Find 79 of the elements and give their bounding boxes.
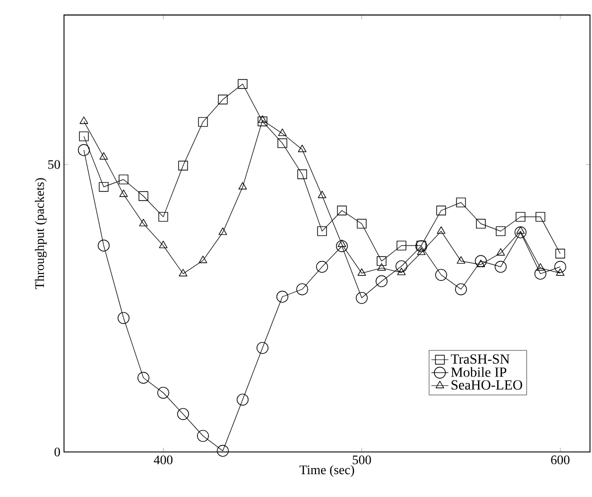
point: [555, 248, 566, 258]
point: [536, 263, 545, 271]
point: [337, 206, 347, 216]
point: [358, 268, 366, 276]
legend-label: Mobile IP: [451, 367, 506, 377]
x-tick-label: 600: [551, 456, 570, 464]
point: [198, 256, 208, 264]
point: [496, 226, 506, 236]
point: [137, 372, 150, 384]
point: [376, 275, 388, 288]
point: [534, 268, 546, 280]
point: [256, 342, 268, 354]
point: [496, 248, 505, 256]
point: [178, 268, 188, 276]
point: [157, 386, 170, 399]
point: [396, 260, 408, 272]
point: [436, 226, 446, 234]
point: [258, 116, 268, 126]
point: [119, 190, 128, 197]
point: [118, 312, 130, 324]
point: [456, 198, 466, 208]
point: [139, 218, 148, 226]
y-tick-label: 50: [48, 160, 60, 169]
point: [514, 226, 526, 238]
point: [396, 240, 406, 250]
point: [318, 190, 326, 198]
point: [198, 117, 208, 127]
point: [297, 169, 308, 180]
point: [218, 94, 228, 104]
point: [238, 182, 247, 190]
point: [218, 228, 228, 235]
point: [356, 218, 367, 229]
point: [159, 240, 168, 248]
point: [278, 138, 288, 148]
point: [80, 116, 88, 124]
point: [216, 444, 229, 457]
point: [98, 182, 109, 192]
point: [417, 248, 426, 256]
y-axis-title: Throughput (packets): [34, 178, 47, 290]
point: [258, 115, 267, 123]
x-tick-label: 400: [154, 456, 172, 464]
point: [317, 226, 327, 236]
point: [494, 260, 507, 273]
point: [236, 394, 249, 406]
legend-label: TraSH-SN: [450, 354, 510, 364]
point: [298, 144, 306, 152]
point: [158, 212, 168, 222]
legend-label: SeaHO-LEO: [452, 380, 522, 390]
point: [197, 430, 209, 442]
point: [456, 256, 466, 264]
point: [376, 256, 386, 266]
point: [276, 290, 288, 303]
point: [536, 212, 546, 222]
point: [436, 206, 446, 216]
point: [118, 174, 128, 184]
y-tick-label: 0: [54, 448, 60, 456]
point: [455, 283, 467, 296]
point: [476, 218, 486, 229]
point: [238, 79, 248, 89]
x-axis-title: Time (sec): [300, 465, 354, 477]
point: [78, 144, 90, 156]
point: [435, 268, 448, 281]
point: [397, 268, 406, 276]
point: [278, 128, 287, 136]
point: [356, 292, 368, 304]
point: [474, 255, 487, 268]
point: [177, 408, 190, 420]
point: [296, 283, 308, 296]
point: [178, 160, 188, 170]
point: [516, 212, 526, 222]
point: [336, 240, 348, 252]
point: [377, 263, 386, 271]
point: [79, 131, 89, 142]
point: [554, 260, 566, 273]
point: [138, 191, 148, 201]
point: [316, 260, 328, 273]
x-tick-label: 500: [352, 456, 371, 464]
point: [98, 240, 110, 252]
point: [99, 152, 108, 160]
